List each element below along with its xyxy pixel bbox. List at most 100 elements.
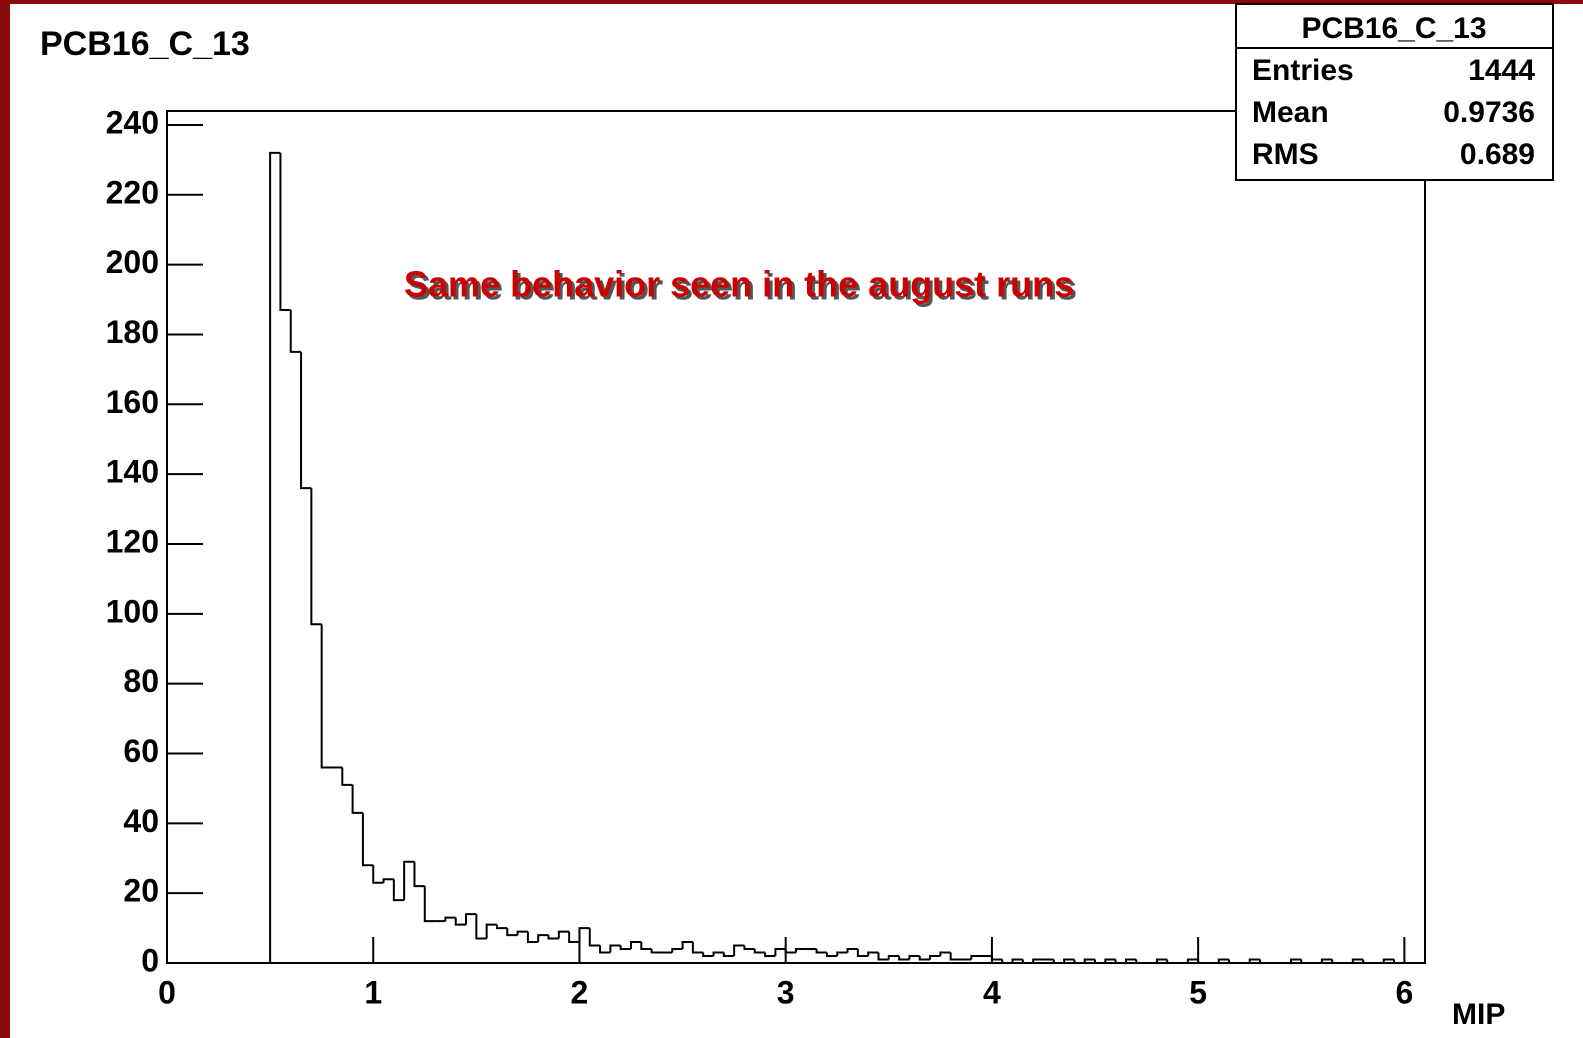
histogram-bin xyxy=(1186,958,1199,963)
histogram-bin xyxy=(403,860,415,901)
histogram-bin xyxy=(537,934,549,943)
histogram-bin xyxy=(1393,959,1405,964)
histogram-bin xyxy=(1300,959,1312,964)
histogram-bin xyxy=(454,917,467,926)
x-tick-label: 2 xyxy=(571,974,589,1010)
histogram-bin xyxy=(1362,959,1374,964)
y-tick-label: 140 xyxy=(106,454,159,490)
x-axis-label: MIP xyxy=(1452,998,1505,1031)
histogram-bin xyxy=(1052,959,1065,964)
histogram-bin xyxy=(650,949,662,954)
histogram-bin xyxy=(1382,958,1395,963)
histogram-bin xyxy=(1104,958,1116,963)
histogram-bin xyxy=(619,945,632,951)
histogram-bin xyxy=(1248,958,1261,963)
stats-label: Mean xyxy=(1252,96,1329,129)
histogram-bin xyxy=(506,928,518,937)
histogram-bin xyxy=(681,941,693,950)
histogram-bin xyxy=(1073,959,1085,964)
y-tick-label: 160 xyxy=(106,384,159,420)
histogram-bin xyxy=(1124,958,1137,963)
histogram-bin xyxy=(495,924,508,930)
histogram-bin xyxy=(836,951,848,957)
histogram-bin xyxy=(1063,958,1075,963)
histogram-bin xyxy=(722,952,735,958)
chart-title: PCB16_C_13 xyxy=(40,25,250,63)
histogram-bin xyxy=(846,948,858,953)
stats-value: 1444 xyxy=(1468,54,1535,87)
y-tick-label: 180 xyxy=(106,314,159,350)
histogram-bin xyxy=(743,945,755,951)
histogram-bin xyxy=(475,914,487,940)
histogram-bin xyxy=(361,812,374,867)
histogram-bin xyxy=(1114,959,1126,964)
histogram-bin xyxy=(1217,958,1230,963)
stats-value: 0.689 xyxy=(1460,138,1535,171)
histogram-bin xyxy=(815,949,827,954)
x-tick-label: 4 xyxy=(983,974,1001,1010)
histogram-bin xyxy=(1094,959,1106,964)
histogram-bin xyxy=(485,923,497,939)
histogram-bin xyxy=(1166,959,1178,964)
histogram-bin xyxy=(640,942,652,951)
histogram-bin xyxy=(1155,958,1168,963)
stats-box: PCB16_C_13 Entries 1444 Mean 0.9736 RMS … xyxy=(1235,3,1554,181)
histogram-bin xyxy=(1011,958,1023,963)
histogram-bin xyxy=(382,878,394,883)
histogram-bin xyxy=(702,952,714,958)
x-tick-label: 6 xyxy=(1395,974,1413,1010)
histogram-bin xyxy=(1021,959,1034,964)
stats-value: 0.9736 xyxy=(1443,96,1535,129)
y-tick-label: 200 xyxy=(106,244,159,280)
histogram-bin xyxy=(1083,958,1096,963)
histogram-bin xyxy=(444,916,456,922)
histogram-bin xyxy=(300,351,312,490)
histogram-bin xyxy=(351,784,363,814)
y-tick-label: 80 xyxy=(123,663,159,699)
histogram-bin xyxy=(898,956,910,961)
plot-frame xyxy=(166,110,1426,964)
histogram-bin xyxy=(1331,959,1343,964)
histogram-bin xyxy=(320,624,332,769)
y-tick-label: 60 xyxy=(123,733,159,769)
histogram-bin xyxy=(795,948,807,953)
y-tick-label: 40 xyxy=(123,803,159,839)
histogram-bin xyxy=(1289,958,1302,963)
histogram-bin xyxy=(929,955,941,960)
histogram-bin xyxy=(908,955,920,960)
histogram-bin xyxy=(578,927,590,943)
histogram-bin xyxy=(1320,958,1333,963)
histogram-bin xyxy=(392,879,405,902)
histogram-bin xyxy=(1228,959,1240,964)
stats-label: Entries xyxy=(1252,54,1354,87)
histogram-bin xyxy=(691,942,704,954)
histogram-bin xyxy=(1032,958,1044,963)
histogram-bin xyxy=(1197,959,1209,964)
histogram-bin xyxy=(877,952,889,961)
histogram-bin xyxy=(764,952,776,958)
y-tick-label: 20 xyxy=(123,873,159,909)
histogram-bin xyxy=(990,956,1003,961)
histogram-bin xyxy=(269,151,281,963)
histogram-bin xyxy=(289,310,302,353)
histogram-bin xyxy=(733,944,745,957)
histogram-bin xyxy=(423,886,436,923)
histogram-bin xyxy=(279,152,291,312)
histogram-bin xyxy=(547,935,559,940)
histogram-bin xyxy=(1259,959,1271,964)
histogram-bin xyxy=(630,941,642,950)
x-tick-label: 5 xyxy=(1189,974,1207,1010)
histogram-bin xyxy=(609,944,621,953)
stats-title: PCB16_C_13 xyxy=(1301,12,1486,45)
histogram-bin xyxy=(1135,959,1147,964)
histogram-bin xyxy=(887,955,900,960)
histogram-bin xyxy=(784,949,796,954)
histogram-bin xyxy=(341,767,353,786)
y-tick-label: 100 xyxy=(106,593,159,629)
y-tick-label: 120 xyxy=(106,523,159,559)
y-tick-label: 220 xyxy=(106,174,159,210)
histogram-bin xyxy=(599,945,611,954)
annotation-shadow: Same behavior seen in the august runs xyxy=(407,267,1077,308)
histogram-bin xyxy=(557,930,570,939)
